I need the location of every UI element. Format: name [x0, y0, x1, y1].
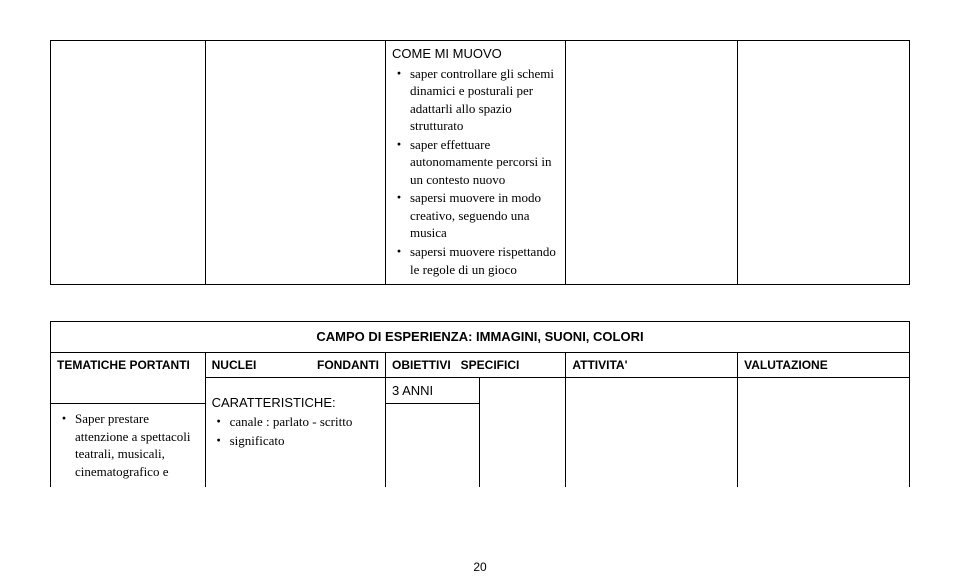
col-header-valutazione: VALUTAZIONE [738, 352, 910, 377]
spacer [50, 285, 910, 321]
cell-empty-attivita [566, 377, 738, 486]
cell-empty-2 [205, 41, 385, 285]
table-campo: CAMPO DI ESPERIENZA: IMMAGINI, SUONI, CO… [50, 321, 910, 486]
cell-content-3: COME MI MUOVO saper controllare gli sche… [385, 41, 565, 285]
section-header: CAMPO DI ESPERIENZA: IMMAGINI, SUONI, CO… [51, 322, 910, 353]
cell-empty-obj2 [480, 377, 566, 486]
label-nuclei: NUCLEI [212, 357, 257, 373]
cell-obiettivi-content: Saper prestare attenzione a spettacoli t… [51, 404, 206, 487]
list-item: saper controllare gli schemi dinamici e … [406, 65, 559, 135]
label-fondanti: FONDANTI [317, 357, 379, 373]
list-item: canale : parlato - scritto [226, 413, 379, 431]
label-obiettivi: OBIETTIVI [392, 358, 451, 372]
table-top: COME MI MUOVO saper controllare gli sche… [50, 40, 910, 285]
cell-empty-5 [738, 41, 910, 285]
cell-caratteristiche: CARATTERISTICHE: canale : parlato - scri… [205, 377, 385, 486]
list-item: saper effettuare autonomamente percorsi … [406, 136, 559, 189]
list-item: Saper prestare attenzione a spettacoli t… [71, 410, 199, 480]
cell-empty-4 [566, 41, 738, 285]
cell-empty-1 [51, 41, 206, 285]
caratteristiche-list: canale : parlato - scritto significato [212, 413, 379, 449]
col-header-obiettivi: OBIETTIVI SPECIFICI [385, 352, 565, 377]
caratteristiche-title: CARATTERISTICHE: [212, 395, 336, 410]
cell-anni: 3 ANNI [385, 377, 479, 404]
table-row: COME MI MUOVO saper controllare gli sche… [51, 41, 910, 285]
cell-empty-valutazione [738, 377, 910, 486]
obiettivi-list: Saper prestare attenzione a spettacoli t… [57, 410, 199, 480]
col-header-tematiche: TEMATICHE PORTANTI [51, 352, 206, 404]
col-header-attivita: ATTIVITA' [566, 352, 738, 377]
column-header-row: TEMATICHE PORTANTI NUCLEI FONDANTI OBIET… [51, 352, 910, 377]
label-specifici: SPECIFICI [461, 358, 520, 372]
list-item: significato [226, 432, 379, 450]
col-header-nuclei: NUCLEI FONDANTI [205, 352, 385, 377]
list-item: sapersi muovere rispettando le regole di… [406, 243, 559, 278]
content-list: saper controllare gli schemi dinamici e … [392, 65, 559, 279]
list-item: sapersi muovere in modo creativo, seguen… [406, 189, 559, 242]
section-header-row: CAMPO DI ESPERIENZA: IMMAGINI, SUONI, CO… [51, 322, 910, 353]
content-title: COME MI MUOVO [392, 46, 502, 61]
page-number: 20 [0, 560, 960, 574]
